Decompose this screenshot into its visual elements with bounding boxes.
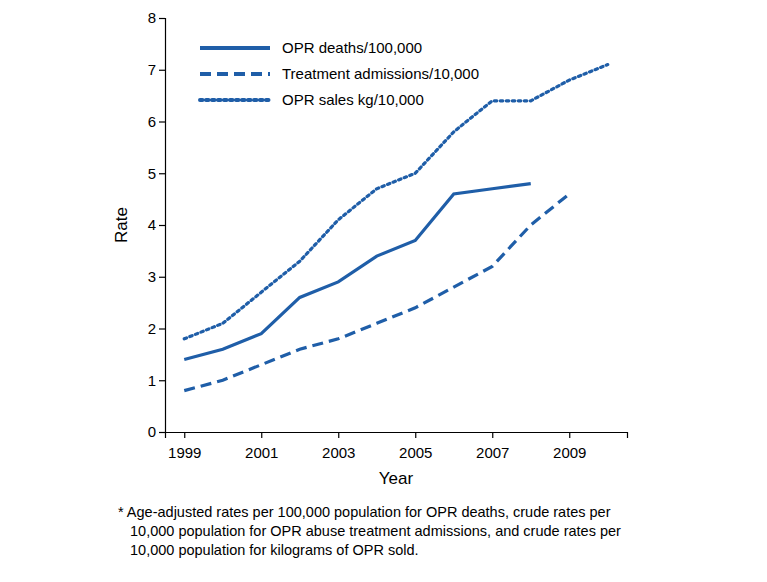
legend-label: Treatment admissions/10,000 xyxy=(282,65,479,82)
y-tick-label: 8 xyxy=(148,9,156,26)
legend-swatch xyxy=(200,98,270,102)
y-tick-mark xyxy=(159,18,165,19)
x-tick-label: 2005 xyxy=(399,444,432,461)
x-tick-label: 2009 xyxy=(553,444,586,461)
legend: OPR deaths/100,000 Treatment admissions/1… xyxy=(200,39,479,108)
chart: 0 1 2 3 4 5 6 7 8 1999 2001 2003 2005 2007 2009 Year Rat… xyxy=(0,0,767,582)
x-tick-mark xyxy=(415,432,416,438)
y-tick-label: 3 xyxy=(148,268,156,285)
y-tick: 1 xyxy=(148,372,165,389)
x-tick: 2001 xyxy=(245,432,278,461)
x-tick: 2007 xyxy=(476,432,509,461)
legend-swatch xyxy=(200,46,270,50)
y-axis-title: Rate xyxy=(112,207,131,243)
y-tick-label: 4 xyxy=(148,216,156,233)
footnote-line: 10,000 population for kilograms of OPR s… xyxy=(130,542,419,558)
x-tick: 2005 xyxy=(399,432,432,461)
y-tick-label: 1 xyxy=(148,372,156,389)
y-tick-mark xyxy=(159,380,165,381)
y-tick: 6 xyxy=(148,113,165,130)
y-tick: 0 xyxy=(148,423,165,440)
plot-area xyxy=(184,65,608,391)
y-tick: 3 xyxy=(148,268,165,285)
footnote-line: 10,000 population for OPR abuse treatmen… xyxy=(130,523,621,539)
y-tick-mark xyxy=(159,328,165,329)
series-line xyxy=(184,184,531,360)
y-tick: 8 xyxy=(148,9,165,26)
x-tick-label: 2001 xyxy=(245,444,278,461)
footnote-line: * Age-adjusted rates per 100,000 populat… xyxy=(118,504,611,520)
y-tick-label: 6 xyxy=(148,113,156,130)
y-tick: 2 xyxy=(148,320,165,337)
series-line xyxy=(184,65,608,339)
x-tick: 2003 xyxy=(322,432,355,461)
x-tick-mark xyxy=(338,432,339,438)
y-axis-line xyxy=(159,19,166,433)
x-tick-label: 1999 xyxy=(168,444,201,461)
y-tick-mark xyxy=(159,225,165,226)
y-tick-label: 0 xyxy=(148,423,156,440)
series-line xyxy=(184,194,569,391)
y-tick-mark xyxy=(159,432,165,433)
y-tick-mark xyxy=(159,70,165,71)
legend-label: OPR deaths/100,000 xyxy=(282,39,422,56)
footnote: * Age-adjusted rates per 100,000 populat… xyxy=(118,504,621,558)
legend-label: OPR sales kg/10,000 xyxy=(282,91,424,108)
x-axis-line xyxy=(166,433,628,439)
x-tick-mark xyxy=(569,432,570,438)
y-tick-mark xyxy=(159,173,165,174)
y-tick-label: 5 xyxy=(148,165,156,182)
y-tick-mark xyxy=(159,121,165,122)
x-tick: 1999 xyxy=(168,432,201,461)
y-tick: 5 xyxy=(148,165,165,182)
x-tick-mark xyxy=(184,432,185,438)
x-tick-mark xyxy=(492,432,493,438)
x-tick-label: 2003 xyxy=(322,444,355,461)
y-axis: 0 1 2 3 4 5 6 7 8 xyxy=(148,9,166,440)
x-tick: 2009 xyxy=(553,432,586,461)
y-tick-label: 7 xyxy=(148,61,156,78)
x-tick-mark xyxy=(261,432,262,438)
x-axis-title: Year xyxy=(379,469,414,488)
legend-swatch xyxy=(200,72,270,76)
x-axis: 1999 2001 2003 2005 2007 2009 xyxy=(166,432,628,461)
y-tick-mark xyxy=(159,277,165,278)
x-tick-label: 2007 xyxy=(476,444,509,461)
y-tick: 7 xyxy=(148,61,165,78)
y-tick: 4 xyxy=(148,216,165,233)
y-tick-label: 2 xyxy=(148,320,156,337)
